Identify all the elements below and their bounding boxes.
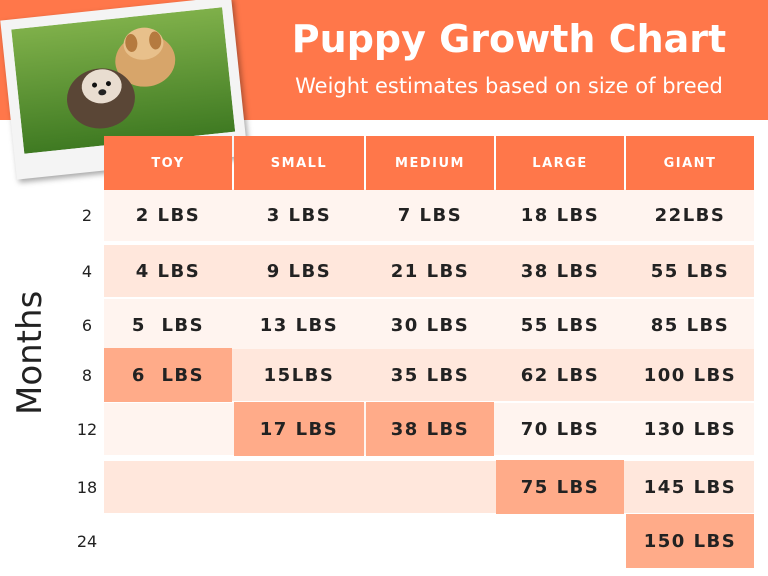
weight-cell: 2 LBS xyxy=(135,204,201,226)
puppy-image xyxy=(11,7,236,154)
weight-cell: 70 LBS xyxy=(520,418,600,440)
month-label: 18 xyxy=(76,478,98,497)
weight-cell: 38 LBS xyxy=(366,402,494,456)
weight-cell: 30 LBS xyxy=(390,314,470,336)
weight-cell: 145 LBS xyxy=(643,476,737,498)
weight-cell: 38 LBS xyxy=(520,260,600,282)
chart-title: Puppy Growth Chart xyxy=(291,17,727,61)
weight-cell: 9 LBS xyxy=(266,260,332,282)
row-band xyxy=(104,245,754,297)
weight-cell: 55 LBS xyxy=(650,260,730,282)
column-header: GIANT xyxy=(626,136,754,190)
row-band xyxy=(104,299,754,351)
puppy-photo xyxy=(0,0,248,180)
column-header: TOY xyxy=(104,136,232,190)
weight-cell: 21 LBS xyxy=(390,260,470,282)
weight-cell: 22LBS xyxy=(654,204,726,226)
month-label: 12 xyxy=(76,420,98,439)
weight-cell: 85 LBS xyxy=(650,314,730,336)
weight-cell: 150 LBS xyxy=(626,514,754,568)
column-header: MEDIUM xyxy=(366,136,494,190)
month-label: 24 xyxy=(76,532,98,551)
weight-cell: 4 LBS xyxy=(135,260,201,282)
chart-subtitle: Weight estimates based on size of breed xyxy=(295,74,723,98)
weight-cell: 18 LBS xyxy=(520,204,600,226)
weight-cell: 7 LBS xyxy=(397,204,463,226)
weight-cell: 35 LBS xyxy=(390,364,470,386)
column-header: SMALL xyxy=(234,136,364,190)
weight-cell: 17 LBS xyxy=(234,402,364,456)
month-label: 8 xyxy=(81,366,93,385)
weight-cell: 75 LBS xyxy=(496,460,624,514)
column-header: LARGE xyxy=(496,136,624,190)
month-label: 4 xyxy=(81,262,93,281)
weight-cell: 15LBS xyxy=(263,364,335,386)
weight-cell: 100 LBS xyxy=(643,364,737,386)
month-label: 2 xyxy=(81,206,93,225)
row-band xyxy=(104,461,754,513)
weight-cell: 3 LBS xyxy=(266,204,332,226)
month-label: 6 xyxy=(81,316,93,335)
weight-cell: 62 LBS xyxy=(520,364,600,386)
weight-cell: 55 LBS xyxy=(520,314,600,336)
y-axis-label: Months xyxy=(10,290,50,415)
weight-cell: 130 LBS xyxy=(643,418,737,440)
weight-cell: 6 LBS xyxy=(104,348,232,402)
weight-cell: 13 LBS xyxy=(259,314,339,336)
row-band xyxy=(104,189,754,241)
weight-cell: 5 LBS xyxy=(131,314,205,336)
